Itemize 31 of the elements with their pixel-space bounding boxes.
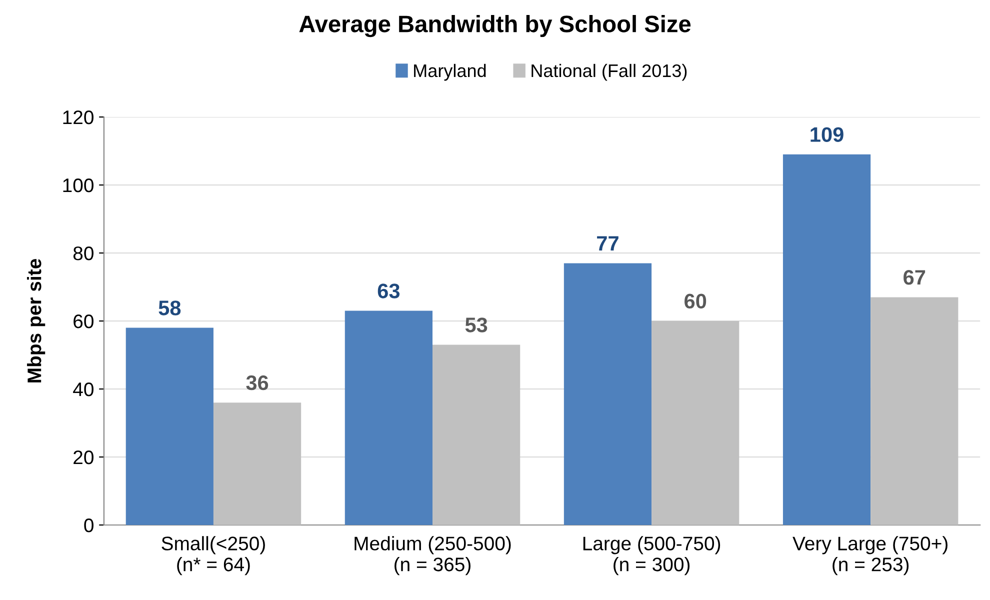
data-label: 36 bbox=[246, 375, 268, 390]
data-label: 63 bbox=[378, 284, 400, 298]
y-tick-label: 20 bbox=[74, 450, 94, 464]
bar bbox=[564, 263, 652, 525]
data-label: 77 bbox=[597, 236, 618, 251]
y-tick-label: 60 bbox=[74, 314, 94, 328]
y-axis-title: Mbps per site bbox=[26, 258, 46, 382]
y-tick-label: 80 bbox=[73, 246, 94, 260]
data-label: 67 bbox=[904, 270, 926, 285]
legend-label: National (Fall 2013) bbox=[532, 64, 687, 81]
data-label: 60 bbox=[684, 294, 706, 309]
bar bbox=[432, 344, 520, 525]
legend-label: Maryland bbox=[414, 64, 486, 81]
data-label: 53 bbox=[465, 318, 488, 332]
y-tick-label: 100 bbox=[63, 178, 94, 192]
bar bbox=[782, 154, 871, 525]
bar bbox=[652, 321, 740, 525]
x-tick-label: Medium (250-500) (n = 365) bbox=[354, 536, 511, 576]
bar bbox=[870, 297, 958, 525]
x-tick-label: Small(<250) (n* = 64) bbox=[162, 536, 265, 576]
bar bbox=[126, 328, 214, 525]
y-tick-label: 0 bbox=[84, 518, 94, 532]
chart-title: Average Bandwidth by School Size bbox=[299, 15, 691, 38]
y-tick-label: 40 bbox=[73, 382, 94, 396]
bar bbox=[213, 402, 302, 525]
x-tick-label: Very Large (750+) (n = 253) bbox=[792, 536, 948, 576]
bar bbox=[344, 310, 433, 525]
y-tick-label: 120 bbox=[63, 110, 94, 124]
data-label: 109 bbox=[810, 127, 844, 142]
data-label: 58 bbox=[158, 300, 181, 316]
x-tick-label: Large (500-750) (n = 300) bbox=[583, 536, 720, 576]
